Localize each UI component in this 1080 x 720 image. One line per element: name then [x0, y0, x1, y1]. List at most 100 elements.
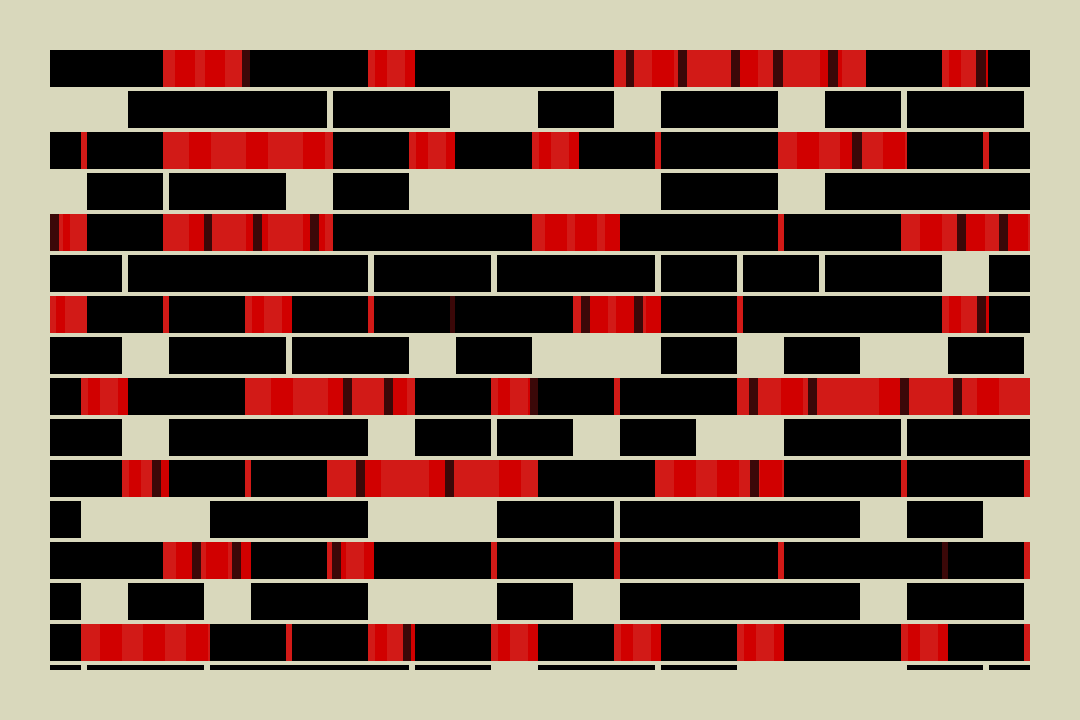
bright-red-band [271, 378, 293, 415]
red-block [368, 296, 374, 333]
black-block [825, 91, 901, 128]
red-block [163, 296, 169, 333]
black-block [210, 501, 368, 538]
bright-red-band [797, 132, 819, 169]
black-block [50, 460, 122, 497]
black-block [620, 419, 696, 456]
black-block [661, 173, 778, 210]
bright-red-band [736, 50, 758, 87]
bright-red-band [717, 460, 739, 497]
dark-red-stripe [808, 378, 817, 415]
black-block [415, 419, 491, 456]
dark-red-stripe [204, 214, 212, 251]
bright-red-band [963, 214, 985, 251]
dark-red-stripe [977, 296, 986, 333]
dark-red-stripe [976, 50, 986, 87]
dark-red-stripe [384, 378, 393, 415]
bright-red-band [498, 624, 510, 661]
bright-red-band [446, 132, 455, 169]
black-block [415, 624, 491, 661]
bright-red-band [545, 214, 567, 251]
bright-red-band [303, 132, 325, 169]
bright-red-band [646, 296, 661, 333]
dark-red-stripe [50, 214, 59, 251]
red-block [1024, 542, 1030, 579]
black-block [497, 501, 614, 538]
black-block [128, 378, 245, 415]
red-block [1024, 460, 1030, 497]
dark-red-stripe [957, 214, 966, 251]
black-block [497, 419, 573, 456]
bright-red-band [605, 214, 620, 251]
red-block [901, 460, 907, 497]
black-block [87, 665, 204, 670]
black-block [87, 173, 163, 210]
dark-red-stripe [634, 296, 643, 333]
black-block [989, 665, 1030, 670]
bright-red-band [88, 378, 100, 415]
black-block [661, 624, 737, 661]
black-block [538, 624, 614, 661]
black-block [50, 132, 81, 169]
black-block [251, 583, 368, 620]
black-block [907, 665, 983, 670]
black-block [661, 132, 778, 169]
black-block [333, 214, 532, 251]
dark-red-stripe [530, 378, 538, 415]
black-block [50, 255, 122, 292]
bright-red-band [118, 378, 128, 415]
black-block [538, 460, 655, 497]
black-block [455, 132, 532, 169]
bright-red-band [416, 132, 428, 169]
bright-red-band [63, 214, 70, 251]
black-block [784, 214, 901, 251]
dark-red-stripe [900, 378, 909, 415]
black-block [50, 665, 81, 670]
black-block [415, 665, 491, 670]
red-block [245, 460, 251, 497]
bright-red-band [206, 542, 228, 579]
black-block [50, 50, 163, 87]
black-block [169, 419, 368, 456]
black-block [989, 255, 1030, 292]
dark-red-stripe [445, 460, 454, 497]
dark-red-stripe [942, 542, 948, 579]
black-block [251, 460, 327, 497]
bright-red-band [56, 296, 65, 333]
black-block [455, 296, 573, 333]
bright-red-band [159, 460, 169, 497]
bright-red-band [282, 296, 292, 333]
black-block [907, 132, 983, 169]
black-block [620, 378, 737, 415]
bright-red-band [498, 378, 510, 415]
black-block [907, 583, 1024, 620]
red-block [614, 378, 620, 415]
bright-red-band [252, 296, 264, 333]
bright-red-band [569, 132, 579, 169]
dark-red-stripe [356, 460, 365, 497]
black-block [50, 419, 122, 456]
black-block [620, 583, 860, 620]
black-block [415, 50, 614, 87]
bright-red-band [539, 132, 551, 169]
black-block [538, 91, 614, 128]
bright-red-band [189, 132, 211, 169]
black-block [661, 337, 737, 374]
dark-red-stripe [626, 50, 634, 87]
black-block [661, 91, 778, 128]
red-block [81, 132, 87, 169]
black-block [50, 542, 163, 579]
bright-red-band [586, 296, 608, 333]
black-block [784, 624, 901, 661]
bright-red-band [938, 624, 948, 661]
black-block [50, 337, 122, 374]
bright-red-band [674, 460, 696, 497]
dark-red-stripe [242, 50, 250, 87]
black-block [825, 173, 1030, 210]
bright-red-band [143, 624, 165, 661]
black-block [50, 624, 81, 661]
black-block [50, 378, 81, 415]
bright-red-band [186, 624, 208, 661]
red-block [778, 542, 784, 579]
